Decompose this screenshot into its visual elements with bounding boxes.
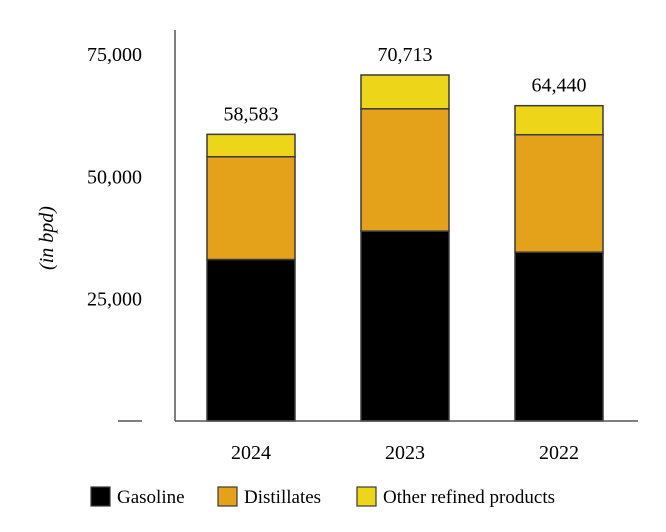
bar-2024-distillates — [206, 156, 296, 261]
bar-2024-other-refined-products — [206, 133, 296, 158]
x-tick-2022: 2022 — [539, 442, 579, 464]
legend: Gasoline Distillates Other refined product… — [90, 486, 555, 508]
y-axis-label: (in bpd) — [36, 206, 58, 270]
legend-label-distillates: Distillates — [244, 487, 321, 508]
total-label-2022: 64,440 — [532, 75, 587, 97]
y-tick-25000: 25,000 — [87, 289, 142, 311]
total-label-2024: 58,583 — [224, 103, 279, 125]
legend-label-gasoline: Gasoline — [117, 487, 185, 508]
total-labels-group: 58,583 70,713 64,440 — [224, 44, 587, 125]
legend-label-other-refined-products: Other refined products — [383, 487, 555, 508]
total-label-2023: 70,713 — [378, 44, 433, 66]
bar-2022-gasoline — [514, 251, 604, 422]
x-tick-2023: 2023 — [385, 442, 425, 464]
legend-swatch-other-refined-products — [356, 486, 377, 507]
bars-group — [206, 74, 604, 422]
bar-2022-other-refined-products — [514, 104, 604, 136]
bar-2023-other-refined-products — [360, 74, 450, 110]
legend-swatch-gasoline — [90, 486, 111, 507]
y-tick-50000: 50,000 — [87, 166, 142, 188]
bar-2022-distillates — [514, 133, 604, 253]
x-tick-2024: 2024 — [231, 442, 271, 464]
legend-swatch-distillates — [217, 486, 238, 507]
bar-2024-gasoline — [206, 258, 296, 422]
y-tick-75000: 75,000 — [87, 44, 142, 66]
x-tick-labels: 2024 2023 2022 — [231, 442, 579, 464]
bar-2023-gasoline — [360, 230, 450, 422]
y-tick-labels: 25,000 50,000 75,000 — [87, 44, 142, 311]
bar-2023-distillates — [360, 108, 450, 232]
